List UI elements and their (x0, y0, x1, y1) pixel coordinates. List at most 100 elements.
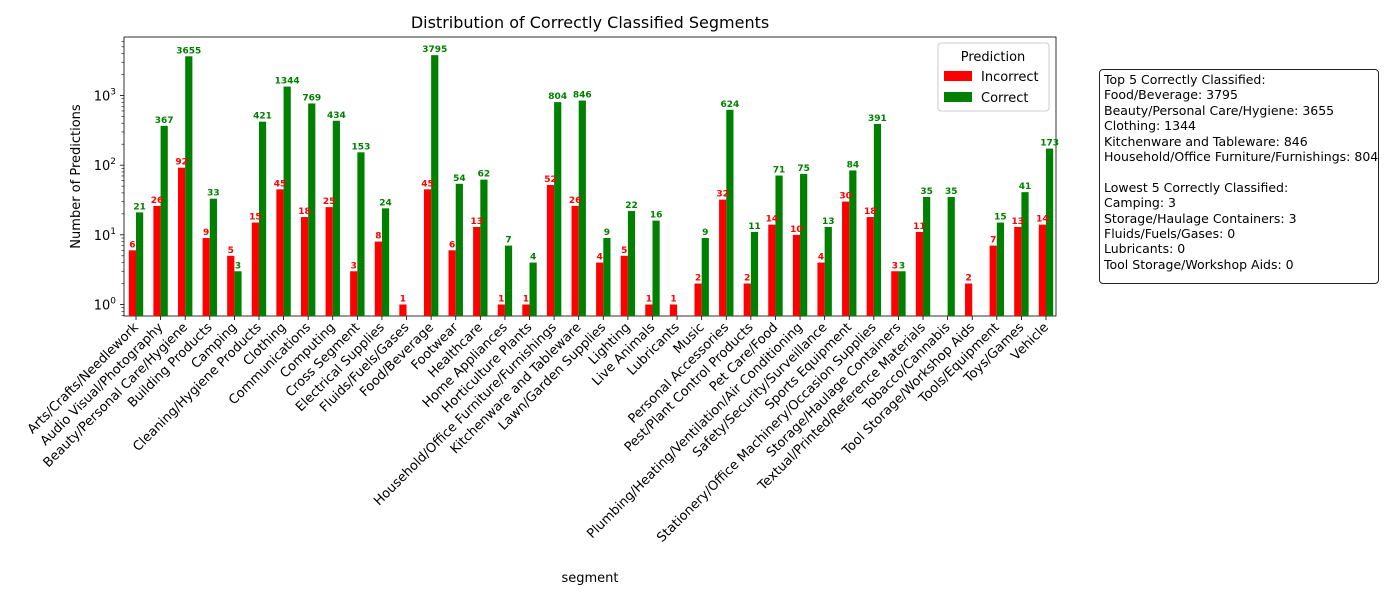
bar-incorrect (300, 217, 309, 316)
bar-correct (480, 179, 488, 316)
bar-value-label-incorrect: 2 (744, 274, 750, 284)
bar-correct (800, 173, 808, 316)
legend-swatch-incorrect (944, 71, 972, 81)
bar-incorrect (276, 189, 284, 316)
bar-incorrect (546, 184, 555, 316)
bar-incorrect (915, 231, 924, 316)
bar-incorrect (965, 283, 973, 316)
bar-incorrect (817, 262, 825, 316)
bar-correct (652, 220, 660, 316)
bar-incorrect (620, 255, 628, 316)
summary-line: Beauty/Personal Care/Hygiene: 3655 (1104, 102, 1335, 118)
bar-value-label-incorrect: 13 (1012, 217, 1025, 227)
bar-value-label-incorrect: 13 (470, 217, 483, 227)
bar-correct (160, 125, 168, 316)
bar-incorrect (842, 201, 850, 316)
bar-correct (504, 245, 513, 316)
summary-line: Clothing: 1344 (1104, 118, 1196, 134)
bar-correct (627, 210, 636, 316)
bar-incorrect (251, 222, 259, 316)
bar-incorrect (350, 271, 358, 316)
bar-incorrect (374, 241, 382, 316)
bar-value-label-incorrect: 30 (839, 192, 852, 202)
bar-value-label-incorrect: 3 (892, 261, 898, 271)
bar-value-label-correct: 1344 (275, 77, 300, 87)
legend-title: Prediction (961, 50, 1026, 65)
bar-correct (185, 56, 193, 316)
bar-value-label-correct: 71 (773, 166, 786, 176)
y-tick-label: 100 (94, 297, 117, 314)
bar-value-label-correct: 153 (352, 142, 371, 152)
summary-line: Kitchenware and Tableware: 846 (1104, 133, 1308, 149)
bar-value-label-incorrect: 4 (818, 253, 824, 263)
bar-value-label-correct: 24 (379, 198, 392, 208)
bar-correct (258, 121, 267, 317)
bar-value-label-correct: 3655 (176, 46, 201, 56)
bar-incorrect (866, 217, 874, 316)
bar-incorrect (423, 189, 432, 316)
bar-correct (283, 86, 291, 316)
bar-incorrect (571, 205, 579, 316)
bar-value-label-incorrect: 18 (298, 207, 311, 217)
bar-incorrect (399, 304, 407, 316)
bar-value-label-incorrect: 45 (421, 179, 434, 189)
bar-value-label-correct: 13 (822, 217, 835, 227)
bar-correct (332, 120, 340, 316)
bar-value-label-correct: 9 (702, 228, 708, 238)
bar-value-label-incorrect: 8 (375, 232, 381, 242)
bar-incorrect (448, 250, 456, 316)
bar-value-label-incorrect: 92 (175, 158, 188, 168)
bar-value-label-incorrect: 7 (990, 236, 996, 246)
bar-correct (750, 231, 759, 316)
bar-value-label-correct: 624 (720, 100, 739, 110)
bar-incorrect (989, 245, 997, 316)
bar-incorrect (522, 304, 530, 316)
summary-line: Food/Beverage: 3795 (1104, 87, 1238, 103)
bar-incorrect (694, 283, 702, 316)
bar-value-label-correct: 434 (327, 111, 346, 121)
bar-value-label-correct: 22 (625, 201, 638, 211)
summary-line: Household/Office Furniture/Furnishings: … (1104, 149, 1379, 165)
bar-value-label-incorrect: 2 (695, 274, 701, 284)
bar-value-label-incorrect: 6 (449, 240, 455, 250)
bar-labels-layer: 6212636792365593353154214513441876925434… (129, 45, 1059, 304)
bar-value-label-incorrect: 1 (523, 295, 529, 305)
bar-value-label-correct: 41 (1019, 182, 1032, 192)
bar-value-label-correct: 367 (155, 116, 174, 126)
bar-incorrect (227, 255, 235, 316)
bar-incorrect (497, 304, 505, 316)
bar-value-label-correct: 11 (748, 222, 761, 232)
y-tick-label: 101 (94, 227, 116, 244)
bar-value-label-incorrect: 26 (151, 196, 164, 206)
bar-value-label-incorrect: 2 (965, 274, 971, 284)
bar-correct (849, 170, 857, 316)
bar-value-label-incorrect: 4 (597, 253, 603, 263)
summary-line: Tool Storage/Workshop Aids: 0 (1104, 256, 1294, 272)
summary-box: Top 5 Correctly Classified: Food/Beverag… (1099, 69, 1379, 284)
bar-correct (775, 175, 783, 316)
bar-value-label-correct: 846 (573, 91, 592, 101)
summary-line: Lubricants: 0 (1104, 241, 1186, 257)
bar-correct (824, 226, 832, 316)
bar-correct (455, 183, 463, 316)
bar-value-label-correct: 769 (302, 93, 321, 103)
bar-value-label-correct: 3 (235, 261, 241, 271)
bar-incorrect (1038, 224, 1046, 316)
bar-value-label-correct: 173 (1040, 139, 1059, 149)
bar-correct (554, 102, 562, 316)
bar-value-label-incorrect: 5 (228, 246, 234, 256)
plot-area (123, 36, 1057, 317)
bar-value-label-correct: 84 (847, 160, 860, 170)
bar-value-label-incorrect: 26 (569, 196, 582, 206)
y-axis-ticks: 100 101 102 103 (94, 40, 124, 316)
bar-value-label-correct: 7 (505, 236, 511, 246)
bar-correct (923, 196, 931, 316)
bar-correct (431, 55, 439, 317)
bar-incorrect (768, 224, 776, 316)
bar-correct (578, 100, 586, 316)
bar-value-label-correct: 4 (530, 253, 536, 263)
y-tick-label: 103 (94, 88, 116, 105)
bar-value-label-incorrect: 11 (913, 222, 926, 232)
y-axis-label: Number of Predictions (69, 104, 84, 249)
